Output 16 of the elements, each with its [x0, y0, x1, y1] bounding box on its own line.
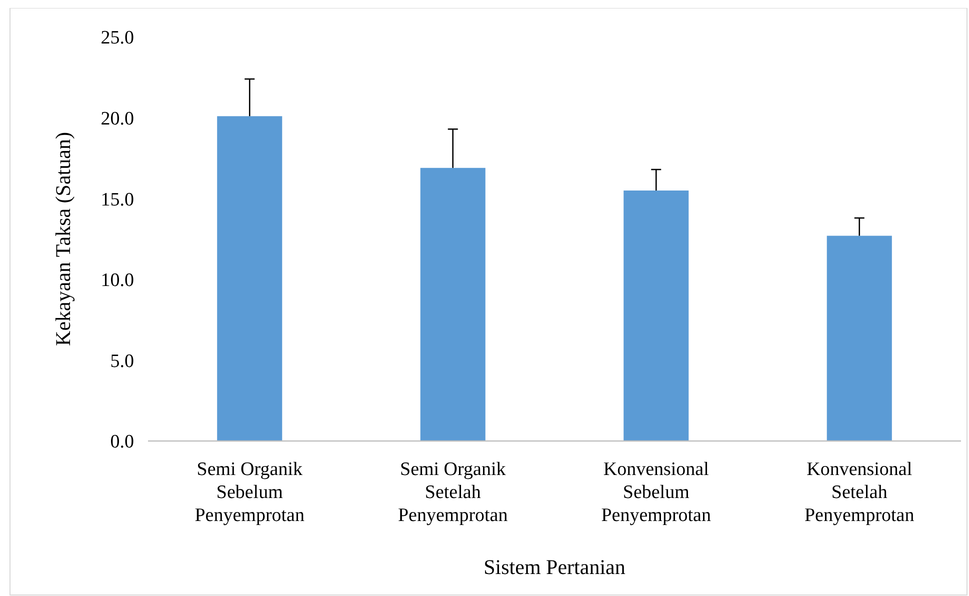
x-tick-label: Semi Organik Sebelum Penyemprotan — [194, 459, 305, 526]
x-tick-label: Konvensional Setelah Penyemprotan — [804, 459, 915, 526]
bar — [624, 190, 689, 441]
y-tick-label: 0.0 — [110, 432, 134, 453]
x-tick-label: Konvensional Sebelum Penyemprotan — [601, 459, 712, 526]
x-tick-label: Semi Organik Setelah Penyemprotan — [398, 459, 508, 526]
bar — [217, 116, 282, 441]
bar — [826, 236, 892, 441]
y-tick-label: 20.0 — [100, 108, 134, 130]
y-tick-label: 10.0 — [100, 270, 134, 292]
x-axis-title: Sistem Pertanian — [484, 555, 626, 579]
y-tick-label: 25.0 — [100, 28, 134, 49]
bar — [420, 168, 486, 441]
y-tick-label: 15.0 — [100, 189, 134, 210]
y-axis-title: Kekayaan Taksa (Satuan) — [51, 132, 75, 346]
y-tick-label: 5.0 — [110, 350, 134, 372]
